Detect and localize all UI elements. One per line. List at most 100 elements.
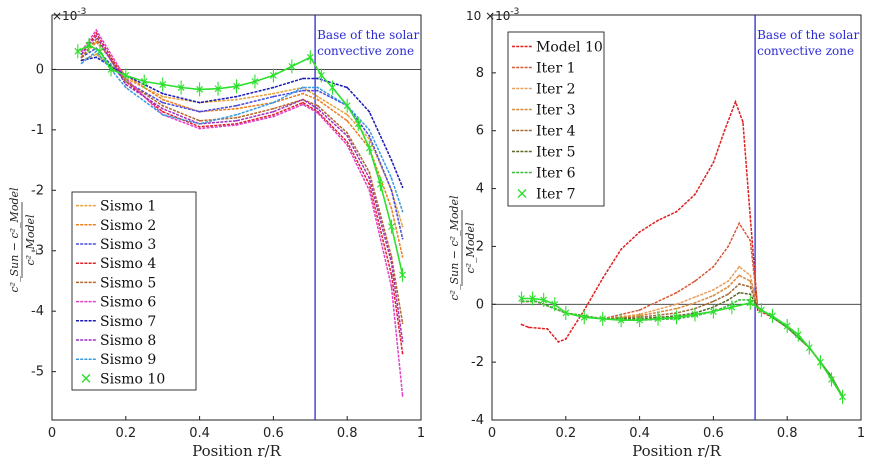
data-point — [96, 47, 104, 55]
data-point — [80, 59, 83, 62]
data-point — [749, 280, 752, 283]
data-point — [122, 72, 130, 79]
data-point — [198, 110, 201, 113]
data-point — [177, 84, 185, 91]
data-point — [727, 280, 730, 283]
data-point — [675, 291, 678, 294]
data-point — [657, 219, 659, 222]
y-axis-label: c²_Sun − c²_Model c²_Model — [8, 187, 37, 292]
y-tick-label: -1 — [31, 123, 44, 138]
data-point — [638, 309, 641, 311]
data-point — [738, 283, 741, 285]
y-tick-label: -5 — [31, 365, 44, 380]
legend-label: Sismo 1 — [100, 199, 156, 215]
data-point — [727, 304, 730, 307]
data-point — [198, 125, 201, 128]
legend-box — [71, 191, 197, 391]
data-point — [302, 103, 304, 106]
data-point — [272, 86, 275, 89]
data-point — [198, 122, 201, 125]
data-point — [734, 100, 737, 103]
x-tick-label: 0.6 — [703, 426, 724, 441]
legend-item: Iter 7 — [517, 187, 576, 203]
data-point — [712, 294, 715, 297]
data-point — [251, 78, 259, 85]
data-point — [95, 35, 98, 38]
y-exponent-label: -3 — [510, 7, 519, 17]
data-point — [161, 107, 164, 110]
y-tick-label: 2 — [476, 239, 484, 254]
data-point — [839, 393, 846, 401]
data-point — [390, 159, 393, 161]
data-point — [749, 293, 752, 296]
data-point — [528, 326, 530, 329]
data-point — [557, 340, 560, 343]
data-point — [368, 110, 371, 113]
legend-item: Iter 6 — [512, 166, 576, 182]
data-point — [694, 280, 696, 283]
series-line — [521, 297, 844, 398]
data-point — [749, 216, 752, 219]
data-point — [95, 32, 98, 35]
data-point — [401, 255, 404, 258]
series-line — [521, 274, 844, 398]
data-point — [368, 138, 371, 140]
data-point — [95, 41, 98, 44]
data-point — [769, 312, 776, 320]
data-point — [368, 183, 371, 186]
legend-label: Iter 7 — [536, 187, 576, 203]
y-tick-label: -4 — [471, 413, 484, 428]
series-line — [81, 50, 404, 212]
data-point — [401, 394, 404, 397]
data-point — [617, 316, 625, 324]
data-point — [749, 239, 752, 242]
data-point — [161, 92, 164, 95]
data-point — [390, 177, 393, 180]
data-point — [235, 107, 238, 110]
data-point — [272, 110, 275, 113]
legend-label: Sismo 9 — [100, 352, 156, 368]
legend-label: Sismo 7 — [100, 314, 156, 330]
legend-item: Model 10 — [512, 40, 603, 56]
x-tick-label: 0.8 — [337, 426, 358, 441]
data-point — [401, 352, 404, 355]
data-point — [235, 113, 238, 116]
y-tick-label: 6 — [476, 124, 484, 139]
data-point — [74, 47, 82, 55]
data-point — [95, 56, 98, 59]
legend-label: Sismo 5 — [100, 275, 156, 291]
y-tick-label: -4 — [31, 304, 44, 319]
data-point — [368, 128, 371, 131]
legend-label: Model 10 — [536, 40, 603, 56]
data-point — [302, 92, 304, 95]
legend-item: Iter 3 — [512, 103, 576, 119]
chart-panel-2: 0 0.2 0.4 0.6 0.8 1 8 6 4 2 0 -2 -4 10 ×10-3 Position … — [448, 7, 865, 460]
legend-item: Iter 2 — [512, 82, 576, 98]
legend-item: Sismo 9 — [76, 352, 156, 368]
data-point — [316, 112, 319, 114]
y-tick-label: -3 — [31, 244, 44, 259]
data-point — [365, 144, 373, 152]
y-label-numerator: c²_Sun − c²_Model — [8, 187, 21, 292]
data-point — [518, 295, 525, 302]
data-point — [159, 81, 167, 88]
data-point — [214, 85, 222, 93]
data-point — [161, 110, 164, 113]
data-point — [95, 50, 98, 53]
series-5 — [80, 37, 404, 325]
plot-frame — [491, 14, 862, 421]
data-point — [638, 231, 641, 233]
data-point — [712, 300, 715, 303]
legend-item: Sismo 3 — [76, 237, 156, 253]
legend-marker — [517, 189, 527, 198]
data-point — [727, 293, 730, 296]
data-point — [346, 113, 349, 116]
legend-label: Sismo 2 — [100, 218, 156, 234]
data-point — [161, 101, 164, 104]
series-line — [521, 291, 844, 398]
data-point — [564, 338, 567, 340]
series-5 — [520, 283, 844, 398]
data-point — [709, 308, 717, 315]
x-tick-label: 1 — [857, 426, 865, 441]
convective-zone-label: Base of the solar — [317, 28, 419, 42]
